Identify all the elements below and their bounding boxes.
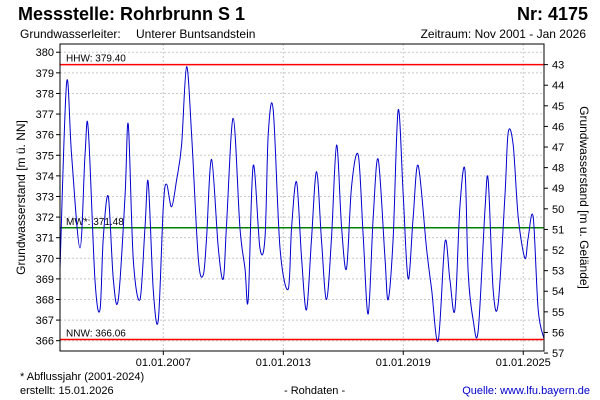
y-tick-label: 366 [36,336,54,348]
y-axis-label: Grundwasserstand [m ü. NN] [14,120,28,275]
reference-lines: HHW: 379.40 MW*: 371.48 NNW: 366.06 [60,54,544,341]
y2-tick-label: 45 [552,101,564,113]
source-link[interactable]: Quelle: www.lfu.bayern.de [462,385,590,397]
period-label: Zeitraum: Nov 2001 - Jan 2026 [420,27,586,41]
x-tick-label: 01.01.2007 [136,357,191,369]
station-number: Nr: 4175 [516,4,588,24]
reference-label: HHW: 379.40 [66,54,126,65]
y2-tick-label: 44 [552,80,564,92]
created-date: erstellt: 15.01.2026 [20,385,114,397]
y-tick-label: 378 [36,88,54,100]
y2-tick-label: 52 [552,245,564,257]
y2-tick-label: 54 [552,286,564,298]
reference-label: MW*: 371.48 [66,217,124,228]
series-line [59,66,545,343]
y2-tick-label: 51 [552,224,564,236]
aquifer-value: Unterer Buntsandstein [136,27,256,41]
y-tick-label: 370 [36,253,54,265]
y2-tick-label: 50 [552,204,564,216]
page-title: Messstelle: Rohrbrunn S 1 [18,4,246,24]
y2-tick-label: 56 [552,327,564,339]
footnote: * Abflussjahr (2001-2024) [20,371,145,383]
reference-label: NNW: 366.06 [66,328,126,339]
y2-tick-label: 53 [552,266,564,278]
y-tick-label: 376 [36,130,54,142]
y-tick-label: 372 [36,212,54,224]
y-tick-label: 368 [36,294,54,306]
y-tick-label: 369 [36,274,54,286]
y2-tick-label: 43 [552,60,564,72]
y-tick-label: 374 [36,171,54,183]
aquifer-label: Grundwasserleiter: [20,27,121,41]
y2-tick-label: 57 [552,348,564,360]
x-tick-label: 01.01.2013 [256,357,311,369]
y-tick-label: 379 [36,68,54,80]
y-tick-label: 367 [36,315,54,327]
rawdata-label: - Rohdaten - [284,385,346,397]
axis-layer: 366 367 368 369 370 371 372 373 374 375 376 377 378 3… [36,47,565,369]
y2-tick-label: 55 [552,307,564,319]
y-tick-label: 377 [36,109,54,121]
y2-tick-label: 47 [552,142,564,154]
y-tick-label: 375 [36,150,54,162]
grid-layer [60,44,544,351]
y-tick-label: 371 [36,233,54,245]
x-tick-label: 01.01.2025 [496,357,551,369]
y2-tick-label: 46 [552,121,564,133]
y2-tick-label: 49 [552,183,564,195]
y-tick-label: 373 [36,191,54,203]
plot-frame [59,43,545,352]
y2-tick-label: 48 [552,163,564,175]
y-tick-label: 380 [36,47,54,59]
y2-axis-label: Grundwasserstand [m u. Gelände] [577,106,591,289]
x-tick-label: 01.01.2019 [376,357,431,369]
